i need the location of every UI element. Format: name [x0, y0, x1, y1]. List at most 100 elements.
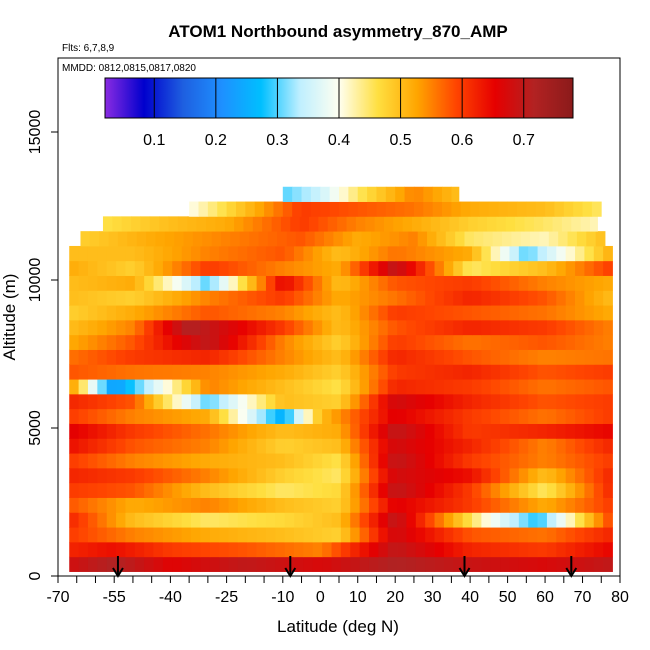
heatmap-cell [462, 305, 473, 321]
heatmap-cell [434, 408, 445, 424]
heatmap-cell [443, 482, 454, 498]
heatmap-cell [518, 467, 529, 484]
heatmap-cell [125, 319, 136, 336]
heatmap-cell [292, 201, 302, 217]
heatmap-cell [116, 467, 126, 484]
heatmap-cell [359, 527, 370, 543]
heatmap-cell [106, 290, 117, 306]
heatmap-cell [256, 527, 267, 543]
heatmap-cell [312, 290, 323, 306]
heatmap-cell [350, 275, 361, 291]
heatmap-cell [423, 201, 434, 217]
heatmap-cell [322, 260, 332, 276]
heatmap-cell [247, 290, 257, 306]
heatmap-cell [518, 497, 529, 513]
heatmap-cell [162, 497, 173, 513]
heatmap-cell [453, 512, 464, 528]
heatmap-cell [217, 201, 227, 217]
heatmap-cell [546, 319, 557, 336]
heatmap-cell [97, 290, 108, 306]
heatmap-cell [368, 260, 379, 276]
heatmap-cell [275, 467, 286, 484]
heatmap-cell [294, 512, 304, 528]
heatmap-cell [603, 512, 613, 528]
heatmap-cell [191, 379, 201, 395]
heatmap-cell [595, 231, 606, 247]
heatmap-cell [378, 527, 389, 543]
heatmap-cell [69, 497, 80, 513]
heatmap-cell [370, 231, 381, 247]
heatmap-cell [187, 216, 198, 232]
heatmap-cell [434, 349, 445, 365]
heatmap-cell [87, 453, 98, 469]
heatmap-cell [327, 216, 338, 232]
heatmap-cell [387, 349, 398, 365]
y-axis-label: Altitude (m) [0, 274, 19, 361]
heatmap-cell [162, 349, 173, 365]
heatmap-cell [191, 393, 201, 410]
heatmap-cell [237, 497, 248, 513]
heatmap-cell [434, 393, 445, 410]
heatmap-cell [200, 482, 211, 498]
heatmap-cell [472, 260, 482, 276]
heatmap-cell [237, 379, 248, 395]
heatmap-cell [397, 319, 407, 336]
heatmap-cell [556, 438, 567, 454]
heatmap-cell [329, 186, 340, 202]
heatmap-cell [331, 379, 342, 395]
heatmap-cell [256, 364, 267, 380]
heatmap-cell [509, 556, 520, 572]
heatmap-cell [162, 541, 173, 558]
heatmap-cell [575, 305, 585, 321]
heatmap-cell [226, 201, 237, 217]
heatmap-cell [500, 512, 510, 528]
heatmap-cell [509, 319, 520, 336]
heatmap-cell [406, 305, 417, 321]
heatmap-cell [303, 290, 314, 306]
heatmap-cell [219, 541, 229, 558]
heatmap-cell [490, 260, 501, 276]
heatmap-cell [387, 245, 398, 262]
heatmap-cell [265, 556, 276, 572]
heatmap-cell [472, 245, 482, 262]
heatmap-cell [303, 527, 314, 543]
heatmap-cell [556, 379, 567, 395]
x-tick-label: 50 [499, 589, 517, 606]
heatmap-cell [209, 467, 220, 484]
heatmap-cell [584, 393, 595, 410]
heatmap-cell [256, 482, 267, 498]
heatmap-cell [397, 260, 407, 276]
heatmap-cell [116, 482, 126, 498]
heatmap-cell [500, 527, 510, 543]
heatmap-cell [406, 541, 417, 558]
heatmap-cell [312, 364, 323, 380]
heatmap-cell [318, 216, 329, 232]
heatmap-cell [228, 467, 239, 484]
heatmap-cell [292, 186, 302, 202]
heatmap-cell [556, 364, 567, 380]
heatmap-cell [425, 556, 435, 572]
heatmap-cell [134, 364, 145, 380]
heatmap-cell [518, 275, 529, 291]
heatmap-cell [481, 453, 492, 469]
heatmap-cell [116, 438, 126, 454]
heatmap-cell [228, 275, 239, 291]
heatmap-cell [219, 305, 229, 321]
heatmap-cell [87, 408, 98, 424]
heatmap-cell [146, 231, 156, 247]
heatmap-cell [481, 364, 492, 380]
heatmap-cell [509, 275, 520, 291]
heatmap-cell [490, 305, 501, 321]
heatmap-cell [87, 423, 98, 439]
heatmap-cell [565, 334, 576, 350]
heatmap-cell [376, 186, 387, 202]
heatmap-cell [481, 527, 492, 543]
heatmap-cell [262, 216, 272, 232]
heatmap-cell [462, 512, 473, 528]
heatmap-cell [385, 201, 396, 217]
heatmap-cell [99, 231, 109, 247]
heatmap-cell [350, 541, 361, 558]
heatmap-cell [191, 349, 201, 365]
heatmap-cell [294, 438, 304, 454]
heatmap-cell [423, 186, 434, 202]
